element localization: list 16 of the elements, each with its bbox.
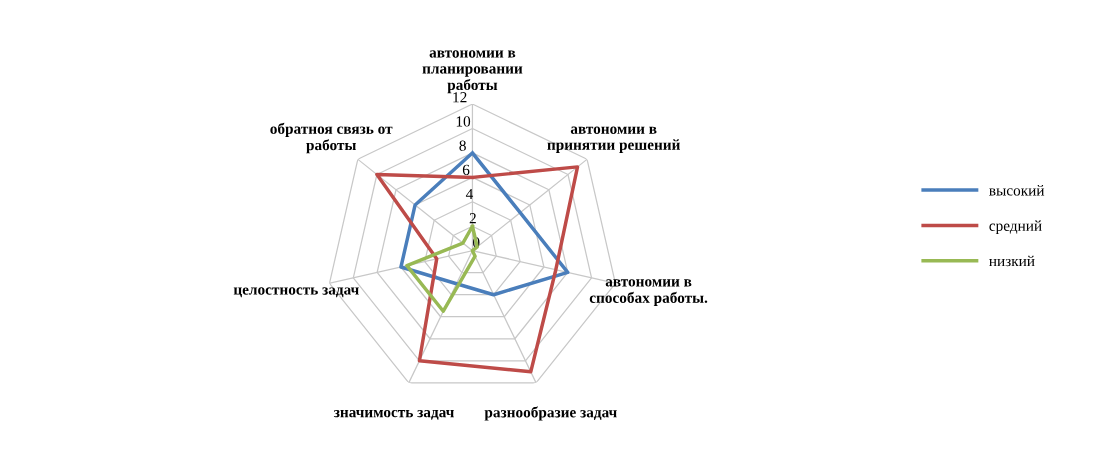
spoke-label: автономии в способах работы. <box>589 279 708 307</box>
spoke-label: автономии в планировании работы <box>422 50 523 94</box>
spoke-label: целостность задач <box>233 287 359 298</box>
spoke-label: разнообразие задач <box>484 406 617 421</box>
y-tick-label: 6 <box>462 164 470 175</box>
y-tick-label: 12 <box>453 92 467 103</box>
y-tick-label: 2 <box>469 213 476 224</box>
legend-label: низкий <box>989 255 1035 267</box>
y-tick-label: 8 <box>459 140 466 151</box>
spoke-label: автономии в принятии решений <box>547 126 680 153</box>
spoke-label: значимость задач <box>333 409 454 420</box>
legend-label: средний <box>989 220 1042 235</box>
spoke-label: обратноя связь от работы <box>270 122 393 154</box>
y-tick-label: 4 <box>465 188 474 200</box>
y-tick-label: 10 <box>456 116 471 127</box>
legend-label: высокий <box>989 184 1045 196</box>
